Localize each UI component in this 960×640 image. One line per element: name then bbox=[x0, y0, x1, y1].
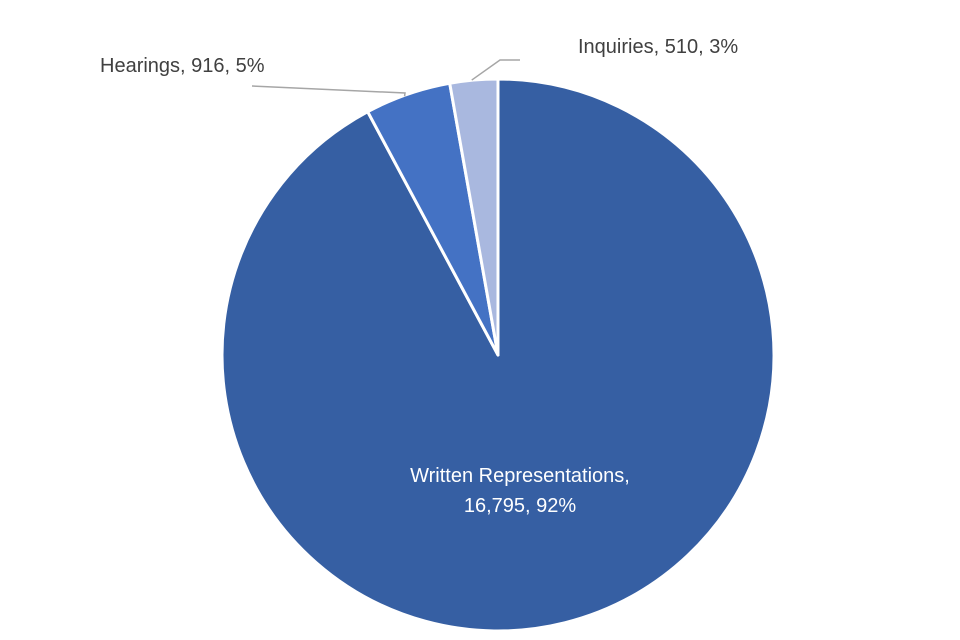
slice-label-hearings: Hearings, 916, 5% bbox=[100, 55, 265, 77]
leader-line-inquiries bbox=[471, 59, 520, 81]
slice-label-written-representations-line-2: 16,795, 92% bbox=[464, 495, 577, 517]
leader-lines-layer bbox=[251, 59, 520, 97]
leader-line-hearings bbox=[251, 85, 406, 97]
labels-layer: Written Representations, 16,795, 92% Heari… bbox=[100, 36, 738, 517]
slice-label-written-representations-line-1: Written Representations, bbox=[410, 465, 630, 487]
pie-slice-inquiries bbox=[448, 77, 500, 357]
slices-layer bbox=[220, 77, 776, 633]
slice-label-inquiries: Inquiries, 510, 3% bbox=[578, 36, 738, 58]
